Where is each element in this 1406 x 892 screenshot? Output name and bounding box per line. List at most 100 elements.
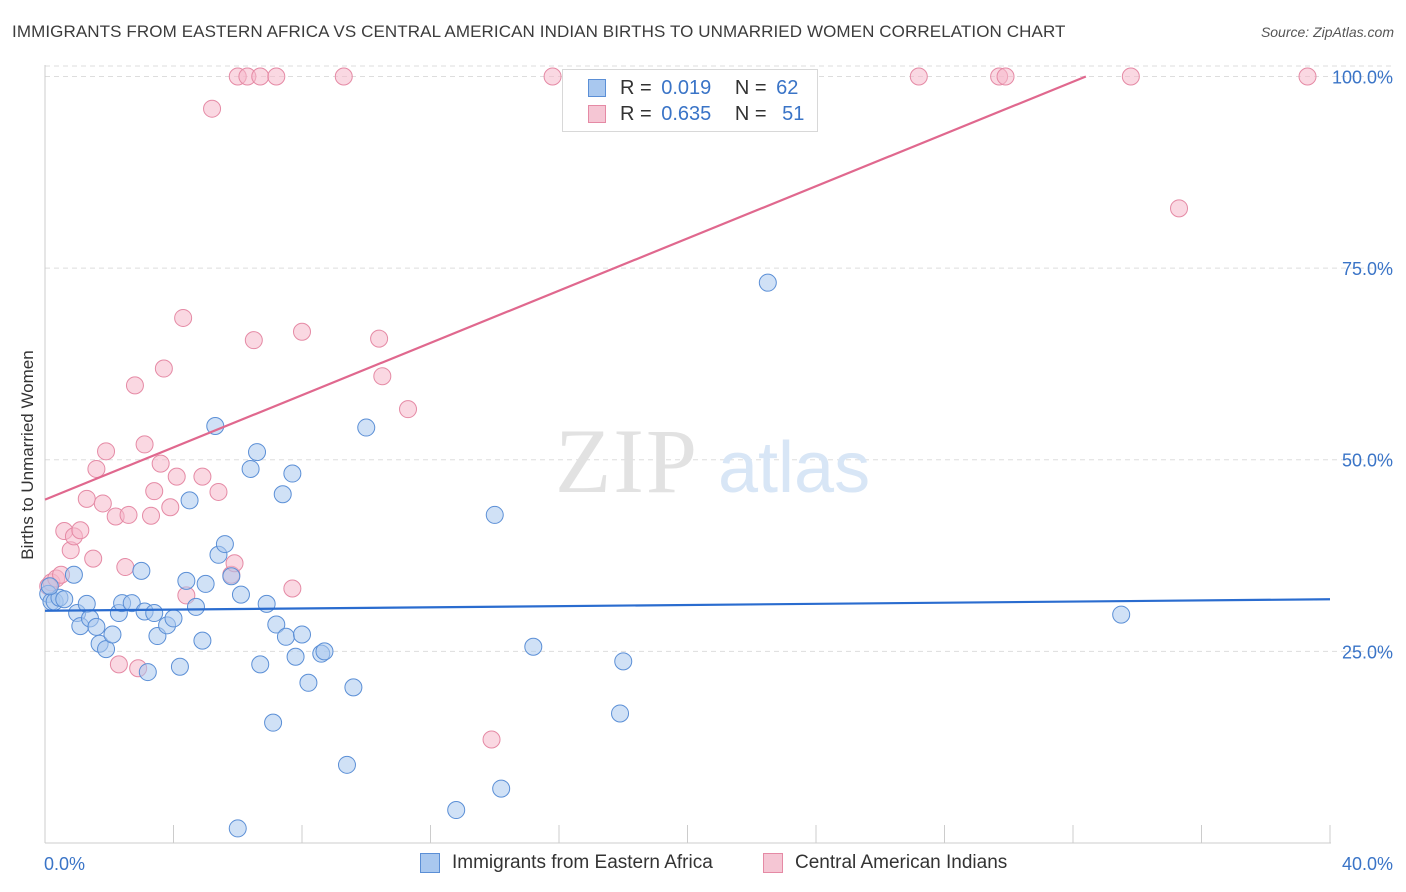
pink-point-25 xyxy=(167,467,186,486)
pink-point-12 xyxy=(97,442,116,461)
pink-n-label: N = xyxy=(734,103,767,125)
blue-point-51 xyxy=(344,678,363,697)
source-credit: Source: ZipAtlas.com xyxy=(1260,24,1394,40)
blue-point-61 xyxy=(40,577,59,596)
blue-point-36 xyxy=(241,459,260,478)
pink-series-points xyxy=(39,67,1317,749)
blue-point-59 xyxy=(758,273,777,292)
blue-point-45 xyxy=(286,647,305,666)
pink-point-49 xyxy=(1121,67,1140,86)
pink-point-48 xyxy=(996,67,1015,86)
legend-swatch-pink xyxy=(763,853,783,873)
watermark-atlas: atlas xyxy=(718,428,870,508)
pink-point-11 xyxy=(93,494,112,513)
blue-point-46 xyxy=(293,625,311,644)
blue-point-17 xyxy=(132,561,151,580)
pink-point-51 xyxy=(1298,67,1317,86)
pink-n-value: 51 xyxy=(782,103,805,125)
pink-point-24 xyxy=(161,498,180,517)
pink-point-46 xyxy=(909,67,928,86)
x-tick-label-max: 40.0% xyxy=(1342,854,1393,874)
pink-point-22 xyxy=(151,454,170,473)
pink-point-19 xyxy=(135,435,154,454)
blue-point-16 xyxy=(122,594,141,613)
blue-point-34 xyxy=(228,819,247,838)
blue-point-27 xyxy=(186,597,205,616)
pink-swatch xyxy=(588,105,606,123)
blue-point-49 xyxy=(315,642,334,661)
pink-point-16 xyxy=(119,505,138,524)
pink-point-28 xyxy=(193,467,212,486)
blue-point-42 xyxy=(273,485,292,504)
watermark-zip: ZIP xyxy=(555,410,699,512)
pink-point-30 xyxy=(209,482,228,501)
pink-point-45 xyxy=(543,67,562,86)
blue-point-35 xyxy=(231,585,250,604)
stats-legend: R = 0.019 N = 62 R = 0.635 N = 51 xyxy=(562,69,818,132)
blue-point-13 xyxy=(103,625,122,644)
blue-point-60 xyxy=(1112,605,1131,624)
blue-point-56 xyxy=(524,637,543,656)
blue-point-43 xyxy=(276,627,295,646)
blue-point-38 xyxy=(251,655,270,674)
pink-point-44 xyxy=(482,730,501,749)
pink-r-label: R = xyxy=(620,103,652,125)
pink-point-21 xyxy=(145,482,164,501)
chart-title: IMMIGRANTS FROM EASTERN AFRICA VS CENTRA… xyxy=(12,22,1066,41)
pink-point-17 xyxy=(125,376,144,395)
blue-point-28 xyxy=(193,631,212,650)
blue-point-58 xyxy=(614,652,633,671)
pink-point-38 xyxy=(283,579,302,598)
pink-point-10 xyxy=(87,459,106,478)
blue-point-19 xyxy=(138,663,157,682)
pink-point-23 xyxy=(154,359,173,378)
y-tick-label-0: 25.0% xyxy=(1342,642,1393,662)
blue-point-29 xyxy=(196,574,215,593)
blue-point-33 xyxy=(222,567,241,586)
blue-point-4 xyxy=(55,590,74,609)
blue-r-label: R = xyxy=(620,77,652,99)
blue-point-25 xyxy=(177,571,196,590)
pink-point-9 xyxy=(84,549,103,568)
pink-point-26 xyxy=(174,308,193,327)
trend-lines xyxy=(44,75,1331,612)
pink-point-43 xyxy=(399,400,418,419)
blue-point-5 xyxy=(64,565,83,584)
blue-point-26 xyxy=(180,491,199,510)
pink-point-7 xyxy=(71,521,90,540)
pink-point-14 xyxy=(109,655,128,674)
legend-label-central-american-indians: Central American Indians xyxy=(795,852,1008,873)
blue-point-41 xyxy=(267,615,286,634)
pink-point-50 xyxy=(1170,199,1189,218)
pink-point-42 xyxy=(373,367,392,386)
blue-point-53 xyxy=(447,801,466,820)
pink-point-37 xyxy=(267,67,286,86)
legend-label-eastern-africa: Immigrants from Eastern Africa xyxy=(452,852,713,873)
blue-point-47 xyxy=(299,673,318,692)
blue-n-label: N = xyxy=(734,77,767,99)
blue-swatch xyxy=(588,79,606,97)
blue-point-20 xyxy=(145,604,164,623)
pink-point-20 xyxy=(142,506,161,525)
blue-point-55 xyxy=(492,779,511,798)
blue-point-52 xyxy=(357,418,376,437)
tick-labels: 25.0% 50.0% 75.0% 100.0% 0.0% 40.0% xyxy=(44,67,1393,874)
pink-point-40 xyxy=(334,67,353,86)
pink-point-35 xyxy=(244,331,263,350)
blue-trend-line xyxy=(44,598,1331,612)
pink-trend-line xyxy=(44,75,1087,501)
blue-point-54 xyxy=(485,505,504,524)
blue-point-44 xyxy=(283,464,302,483)
y-tick-label-3: 100.0% xyxy=(1332,67,1393,87)
pink-point-29 xyxy=(203,99,222,118)
blue-point-24 xyxy=(170,657,189,676)
gridlines xyxy=(45,65,1395,652)
pink-point-8 xyxy=(77,489,96,508)
y-tick-label-1: 50.0% xyxy=(1342,451,1393,471)
pink-r-value: 0.635 xyxy=(661,103,712,125)
pink-point-36 xyxy=(251,67,270,86)
pink-point-41 xyxy=(370,329,389,348)
blue-point-32 xyxy=(215,535,234,554)
blue-point-40 xyxy=(264,713,283,732)
